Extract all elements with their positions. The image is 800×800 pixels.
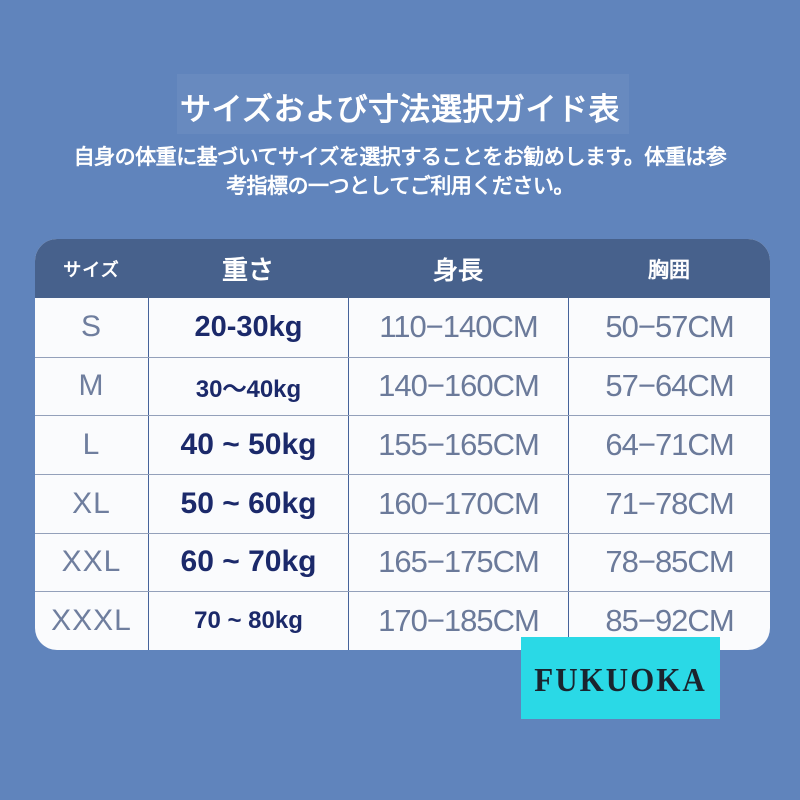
- brand-label: FUKUOKA: [534, 660, 707, 699]
- table-header-row: サイズ 重さ 身長 胸囲: [35, 239, 770, 298]
- subtitle-line-1: 自身の体重に基づいてサイズを選択することをお勧めします。体重は参: [73, 146, 727, 169]
- page-subtitle: 自身の体重に基づいてサイズを選択することをお勧めします。体重は参 考指標の一つと…: [0, 143, 800, 201]
- weight-cell: 20-30kg: [148, 298, 348, 357]
- size-cell: M: [78, 369, 105, 403]
- size-cell: XXXL: [51, 604, 132, 638]
- size-cell: XL: [72, 486, 111, 520]
- table-row: XXL 60 ~ 70kg 165−175CM 78−85CM: [35, 532, 770, 592]
- weight-cell: 70 ~ 80kg: [148, 592, 348, 650]
- size-cell: L: [82, 428, 101, 462]
- table-row: L 40 ~ 50kg 155−165CM 64−71CM: [35, 415, 770, 474]
- chest-cell: 50−57CM: [568, 298, 770, 357]
- chest-cell: 64−71CM: [568, 416, 770, 474]
- header-cell-weight: 重さ: [221, 255, 274, 285]
- title-backdrop: [177, 74, 629, 134]
- height-cell: 140−160CM: [348, 357, 568, 416]
- height-cell: 170−185CM: [348, 592, 568, 650]
- height-cell: 110−140CM: [348, 298, 568, 357]
- weight-cell: 40 ~ 50kg: [148, 416, 348, 474]
- height-cell: 155−165CM: [348, 416, 568, 474]
- chest-cell: 78−85CM: [568, 533, 770, 592]
- weight-cell: 60 ~ 70kg: [148, 533, 348, 592]
- table-body: S 20-30kg 110−140CM 50−57CM M 30〜40kg 14…: [35, 298, 770, 650]
- weight-cell: 50 ~ 60kg: [148, 475, 348, 533]
- size-cell: XXL: [61, 545, 122, 579]
- brand-badge: FUKUOKA: [521, 637, 720, 719]
- subtitle-line-2: 考指標の一つとしてご利用ください。: [226, 175, 574, 198]
- table-row: XXXL 70 ~ 80kg 170−185CM 85−92CM: [35, 591, 770, 650]
- page-title: サイズおよび寸法選択ガイド表: [179, 92, 621, 127]
- chest-cell: 71−78CM: [568, 475, 770, 533]
- chest-cell: 57−64CM: [568, 357, 770, 416]
- height-cell: 160−170CM: [348, 475, 568, 533]
- height-cell: 165−175CM: [348, 533, 568, 592]
- header-cell-height: 身長: [432, 256, 483, 285]
- header-cell-chest: 胸囲: [648, 258, 690, 282]
- size-guide-table: サイズ 重さ 身長 胸囲 S 20-30kg 110−140CM 50−57CM…: [35, 239, 770, 650]
- header-cell-size: サイズ: [63, 259, 120, 280]
- table-row: XL 50 ~ 60kg 160−170CM 71−78CM: [35, 474, 770, 533]
- table-row: S 20-30kg 110−140CM 50−57CM: [35, 298, 770, 357]
- size-cell: S: [80, 310, 102, 344]
- weight-cell: 30〜40kg: [148, 357, 348, 416]
- chest-cell: 85−92CM: [568, 592, 770, 650]
- table-row: M 30〜40kg 140−160CM 57−64CM: [35, 356, 770, 416]
